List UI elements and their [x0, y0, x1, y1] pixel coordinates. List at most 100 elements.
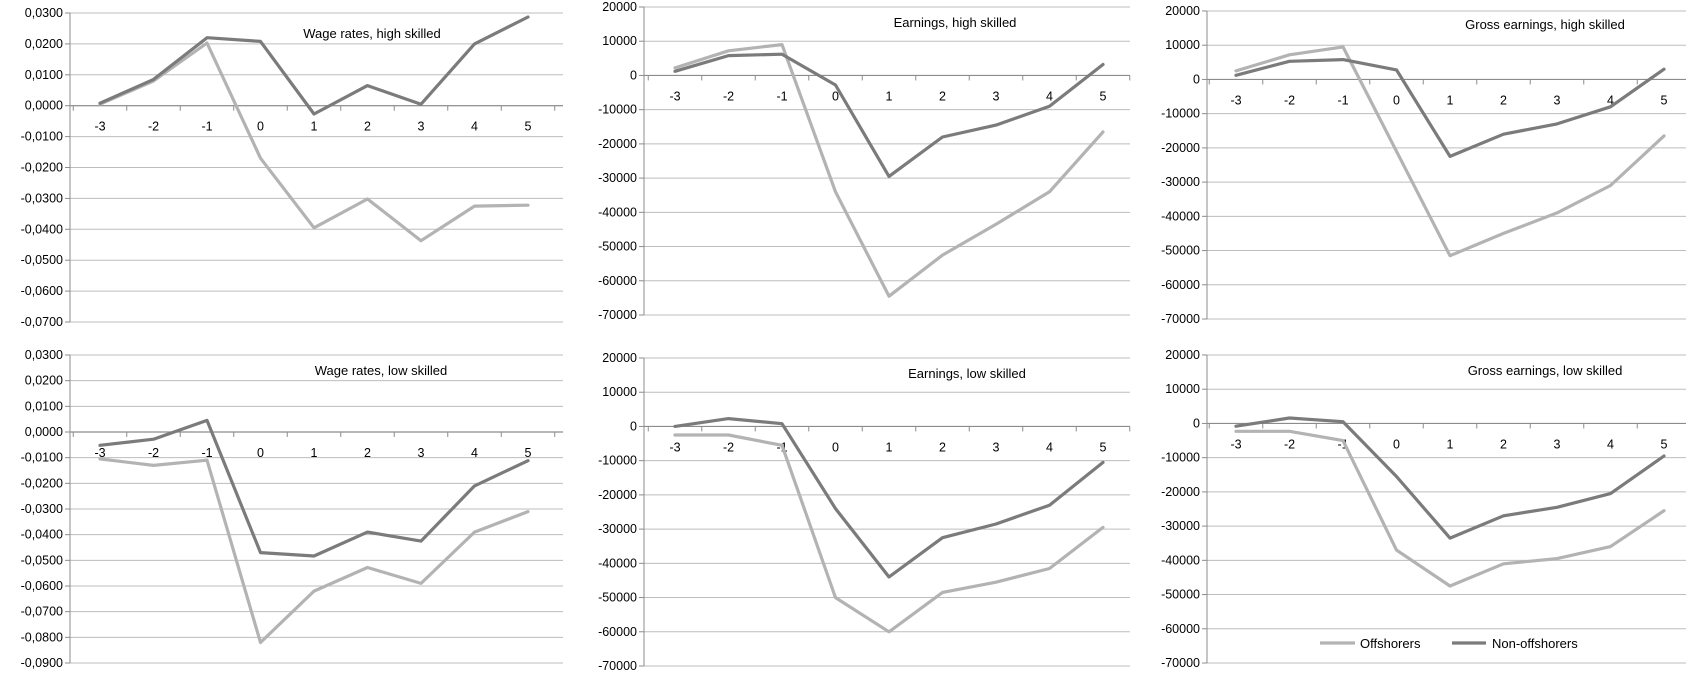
- y-tick-label: -40000: [1161, 209, 1200, 223]
- y-tick-label: -50000: [598, 240, 637, 254]
- y-tick-label: -60000: [598, 274, 637, 288]
- y-tick-label: 0,0200: [25, 374, 63, 388]
- x-tick-label: 4: [1607, 437, 1614, 451]
- y-tick-label: 20000: [602, 0, 637, 14]
- x-tick-label: 4: [1607, 93, 1614, 107]
- series-line-offshorers: [98, 457, 530, 645]
- x-tick-label: 3: [1554, 437, 1561, 451]
- x-tick-label: -1: [776, 89, 787, 103]
- series-line-offshorers: [673, 42, 1105, 298]
- x-tick-label: -1: [201, 446, 212, 460]
- x-tick-label: 2: [939, 440, 946, 454]
- y-tick-label: -0,0500: [21, 553, 63, 567]
- x-tick-label: 1: [886, 440, 893, 454]
- y-tick-label: 10000: [1165, 382, 1200, 396]
- chart-title: Gross earnings, low skilled: [1468, 363, 1623, 378]
- chart-panel-5: 20000 10000 0 -10000 -20000 -30000 -40000 -5000…: [598, 351, 1131, 673]
- y-tick-label: 10000: [1165, 38, 1200, 52]
- x-tick-label: 0: [257, 446, 264, 460]
- y-tick-label: -0,0400: [21, 528, 63, 542]
- x-tick-label: 2: [1500, 437, 1507, 451]
- y-tick-label: 20000: [1165, 348, 1200, 362]
- y-tick-label: -10000: [1161, 107, 1200, 121]
- y-tick-label: 0: [630, 419, 637, 433]
- y-tick-label: -0,0600: [21, 579, 63, 593]
- x-tick-label: 4: [471, 446, 478, 460]
- x-tick-label: -1: [1337, 437, 1348, 451]
- x-tick-label: 2: [364, 446, 371, 460]
- x-tick-label: 4: [1046, 89, 1053, 103]
- x-tick-label: 0: [1393, 437, 1400, 451]
- y-tick-label: 20000: [602, 351, 637, 365]
- y-tick-label: -40000: [598, 556, 637, 570]
- chart-title: Wage rates, low skilled: [315, 363, 447, 378]
- chart-panel-1: 0,0300 0,0200 0,0100 0,0000 -0,0100 -0,0200 -0…: [21, 6, 563, 329]
- x-tick-label: 1: [886, 89, 893, 103]
- chart-panel-3: 20000 10000 0 -10000 -20000 -30000 -40000 -5000…: [1161, 4, 1686, 326]
- legend-label: Non-offshorers: [1492, 636, 1578, 651]
- y-tick-label: -10000: [1161, 451, 1200, 465]
- y-tick-label: -60000: [1161, 278, 1200, 292]
- y-tick-label: -0,0300: [21, 502, 63, 516]
- y-tick-label: -0,0200: [21, 161, 63, 175]
- y-tick-label: -0,0800: [21, 630, 63, 644]
- x-tick-label: 5: [525, 120, 532, 134]
- y-tick-label: 10000: [602, 34, 637, 48]
- y-tick-label: -70000: [1161, 312, 1200, 326]
- legend: Offshorers Non-offshorers: [1320, 636, 1578, 651]
- chart-panel-6: 20000 10000 0 -10000 -20000 -30000 -40000 -5000…: [1161, 348, 1686, 670]
- y-tick-label: -10000: [598, 454, 637, 468]
- y-tick-label: -0,0100: [21, 130, 63, 144]
- y-tick-label: -10000: [598, 103, 637, 117]
- y-tick-label: -20000: [1161, 485, 1200, 499]
- series-line-offshorers: [1234, 429, 1666, 588]
- y-tick-label: -0,0500: [21, 253, 63, 267]
- y-tick-label: 0: [630, 68, 637, 82]
- chart-title: Gross earnings, high skilled: [1465, 17, 1625, 32]
- x-tick-label: 4: [471, 120, 478, 134]
- y-tick-label: -50000: [1161, 244, 1200, 258]
- x-tick-label: 0: [1393, 93, 1400, 107]
- x-tick-label: 5: [1661, 437, 1668, 451]
- x-tick-label: -2: [1284, 437, 1295, 451]
- x-tick-label: -3: [669, 440, 680, 454]
- y-tick-label: 0: [1193, 72, 1200, 86]
- y-tick-label: -0,0600: [21, 284, 63, 298]
- x-tick-label: -2: [148, 120, 159, 134]
- x-tick-label: 3: [1554, 93, 1561, 107]
- x-tick-label: 5: [1661, 93, 1668, 107]
- y-tick-label: 10000: [602, 385, 637, 399]
- y-tick-label: 0,0000: [25, 99, 63, 113]
- chart-panel-4: 0,0300 0,0200 0,0100 0,0000 -0,0100 -0,0200 -0…: [21, 348, 563, 670]
- series-line-offshorers: [673, 433, 1105, 634]
- x-tick-label: -1: [1337, 93, 1348, 107]
- y-tick-label: -0,0700: [21, 315, 63, 329]
- y-tick-label: 0,0000: [25, 425, 63, 439]
- x-tick-label: -3: [669, 89, 680, 103]
- y-tick-label: -50000: [598, 591, 637, 605]
- y-tick-label: -0,0100: [21, 451, 63, 465]
- series-line-offshorers: [98, 41, 530, 243]
- x-tick-label: 3: [993, 440, 1000, 454]
- x-tick-label: -2: [723, 440, 734, 454]
- series-line-non-offshorers: [98, 418, 530, 558]
- x-tick-label: 0: [832, 89, 839, 103]
- y-tick-label: 20000: [1165, 4, 1200, 18]
- y-tick-label: 0,0300: [25, 348, 63, 362]
- x-tick-label: 2: [1500, 93, 1507, 107]
- chart-title: Earnings, low skilled: [908, 366, 1026, 381]
- y-tick-label: -70000: [1161, 656, 1200, 670]
- series-line-offshorers: [1234, 45, 1666, 258]
- y-tick-label: -30000: [1161, 175, 1200, 189]
- x-tick-label: -2: [148, 446, 159, 460]
- y-tick-label: 0,0200: [25, 37, 63, 51]
- x-tick-label: 5: [525, 446, 532, 460]
- chart-title: Earnings, high skilled: [894, 15, 1017, 30]
- x-tick-label: 1: [1447, 93, 1454, 107]
- chart-title: Wage rates, high skilled: [303, 26, 441, 41]
- x-tick-label: -2: [1284, 93, 1295, 107]
- y-tick-label: -30000: [598, 522, 637, 536]
- x-tick-label: 1: [311, 446, 318, 460]
- y-tick-label: -20000: [598, 137, 637, 151]
